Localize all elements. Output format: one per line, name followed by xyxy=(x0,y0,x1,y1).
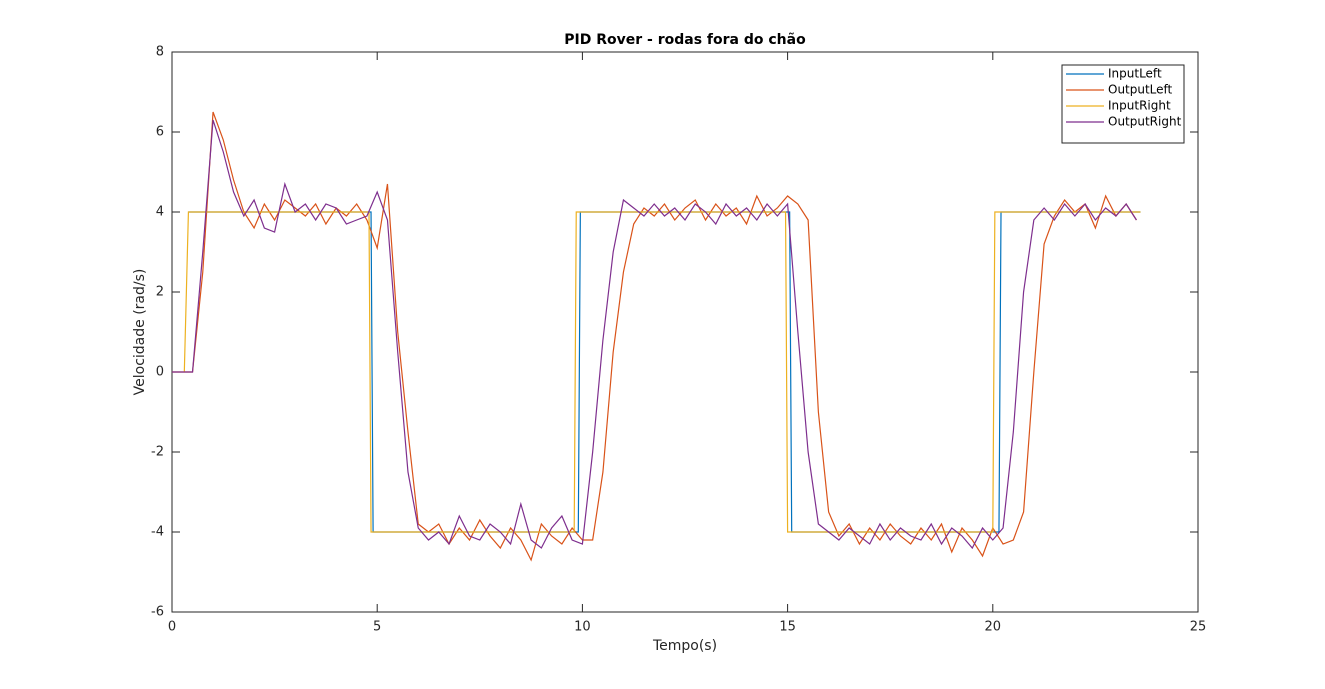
x-tick-label: 25 xyxy=(1190,620,1207,635)
x-tick-label: 15 xyxy=(779,620,796,635)
axes-box xyxy=(171,51,1199,613)
x-tick-label: 10 xyxy=(574,620,591,635)
legend-label: InputRight xyxy=(1108,99,1171,113)
y-axis-label: Velocidade (rad/s) xyxy=(132,269,148,396)
y-tick-label: -4 xyxy=(151,525,164,540)
series-line xyxy=(172,111,1137,562)
y-tick-label: 4 xyxy=(156,205,164,220)
legend-label: OutputLeft xyxy=(1108,83,1173,97)
legend-box xyxy=(1061,64,1185,144)
y-tick-label: 0 xyxy=(156,365,164,380)
y-tick-label: -2 xyxy=(151,445,164,460)
chart-title: PID Rover - rodas fora do chão xyxy=(564,32,806,48)
y-tick-label: 8 xyxy=(156,45,164,60)
y-tick-label: -6 xyxy=(151,605,164,620)
series-line xyxy=(183,211,1141,533)
plot-area xyxy=(172,52,1198,612)
legend-label: InputLeft xyxy=(1108,67,1162,81)
x-tick-label: 0 xyxy=(168,620,176,635)
x-tick-label: 20 xyxy=(985,620,1002,635)
legend-label: OutputRight xyxy=(1108,115,1182,129)
x-axis-label: Tempo(s) xyxy=(652,638,717,654)
x-tick-label: 5 xyxy=(373,620,381,635)
series-line xyxy=(172,119,1137,550)
y-tick-label: 6 xyxy=(156,125,164,140)
y-tick-label: 2 xyxy=(156,285,164,300)
